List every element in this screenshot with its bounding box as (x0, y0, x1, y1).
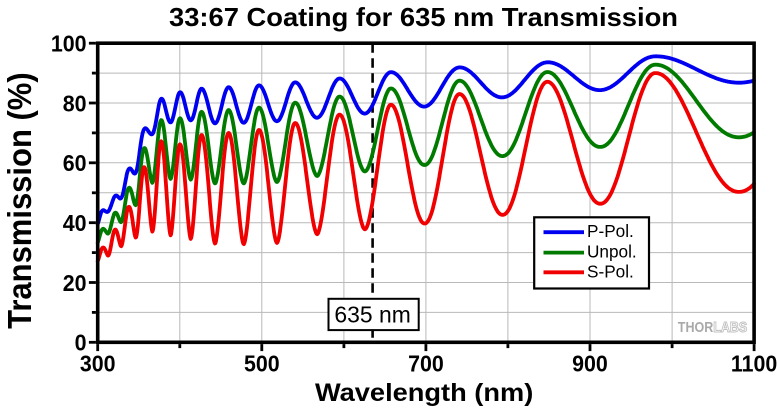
svg-text:700: 700 (408, 351, 444, 377)
svg-text:P-Pol.: P-Pol. (587, 221, 634, 241)
svg-text:900: 900 (572, 351, 608, 377)
svg-text:20: 20 (63, 270, 87, 296)
svg-text:60: 60 (63, 150, 87, 176)
svg-text:500: 500 (244, 351, 280, 377)
svg-text:Unpol.: Unpol. (587, 242, 637, 262)
svg-text:0: 0 (75, 330, 87, 356)
svg-text:80: 80 (63, 91, 87, 117)
svg-text:Transmission (%): Transmission (%) (1, 72, 39, 329)
svg-text:THORLABS: THORLABS (678, 318, 747, 335)
svg-text:635 nm: 635 nm (334, 301, 410, 327)
svg-text:100: 100 (51, 31, 87, 57)
svg-text:Wavelength (nm): Wavelength (nm) (315, 378, 533, 407)
svg-text:300: 300 (80, 351, 116, 377)
svg-text:S-Pol.: S-Pol. (587, 261, 634, 281)
svg-text:1100: 1100 (731, 351, 777, 377)
svg-text:40: 40 (63, 210, 87, 236)
svg-text:33:67 Coating for 635 nm Trans: 33:67 Coating for 635 nm Transmission (169, 3, 678, 32)
